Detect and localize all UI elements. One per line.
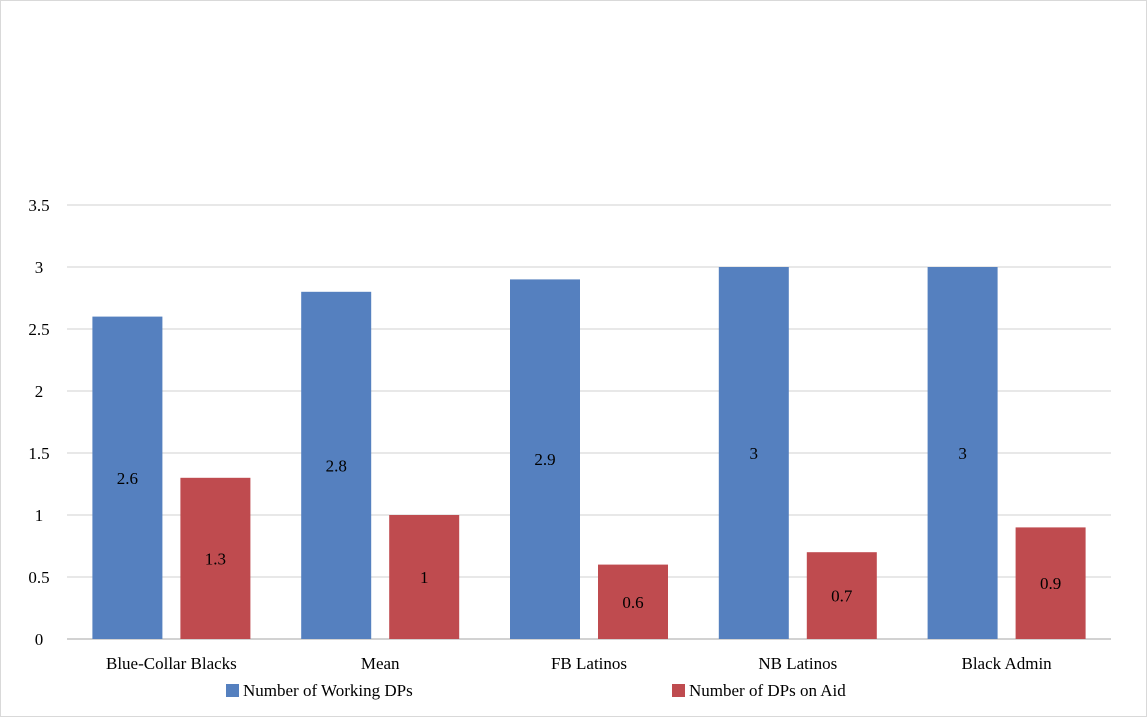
y-tick-label: 0 <box>35 630 44 649</box>
data-label: 0.6 <box>622 593 643 612</box>
bar <box>598 564 668 639</box>
bar <box>92 316 163 639</box>
data-label: 2.9 <box>534 450 555 469</box>
x-category-label: Blue-Collar Blacks <box>106 654 237 673</box>
bar <box>927 267 998 639</box>
y-tick-label: 0.5 <box>28 568 49 587</box>
bar <box>510 279 580 639</box>
data-label: 0.7 <box>831 587 853 606</box>
x-category-label: NB Latinos <box>758 654 837 673</box>
y-axis-ticks: 0 0.5 1 1.5 2 2.5 3 3.5 <box>28 196 49 649</box>
data-label: 2.6 <box>117 469 138 488</box>
bar <box>301 291 372 639</box>
y-tick-label: 1 <box>35 506 44 525</box>
legend-label: Number of Working DPs <box>243 681 413 700</box>
bar <box>389 515 460 639</box>
y-tick-label: 1.5 <box>28 444 49 463</box>
y-tick-label: 3.5 <box>28 196 49 215</box>
bars <box>92 267 1086 639</box>
data-label: 1.3 <box>205 549 226 568</box>
y-tick-label: 2.5 <box>28 320 49 339</box>
data-labels: 2.6 1.3 2.8 1 2.9 0.6 3 0.7 3 0.9 <box>117 444 1061 612</box>
bar <box>806 552 877 639</box>
x-axis-categories: Blue-Collar Blacks Mean FB Latinos NB Latin… <box>106 654 1052 673</box>
legend-label: Number of DPs on Aid <box>689 681 846 700</box>
data-label: 1 <box>420 568 429 587</box>
y-tick-label: 2 <box>35 382 44 401</box>
data-label: 3 <box>750 444 759 463</box>
legend-swatch <box>672 684 685 697</box>
x-category-label: FB Latinos <box>551 654 627 673</box>
data-label: 0.9 <box>1040 574 1061 593</box>
data-label: 3 <box>958 444 967 463</box>
bar <box>1015 527 1086 639</box>
legend-swatch <box>226 684 239 697</box>
x-category-label: Mean <box>361 654 400 673</box>
y-tick-label: 3 <box>35 258 44 277</box>
bar <box>180 477 251 639</box>
bar <box>718 267 789 639</box>
data-label: 2.8 <box>326 456 347 475</box>
legend: Number of Working DPs Number of DPs on Ai… <box>226 681 846 700</box>
x-category-label: Black Admin <box>961 654 1052 673</box>
